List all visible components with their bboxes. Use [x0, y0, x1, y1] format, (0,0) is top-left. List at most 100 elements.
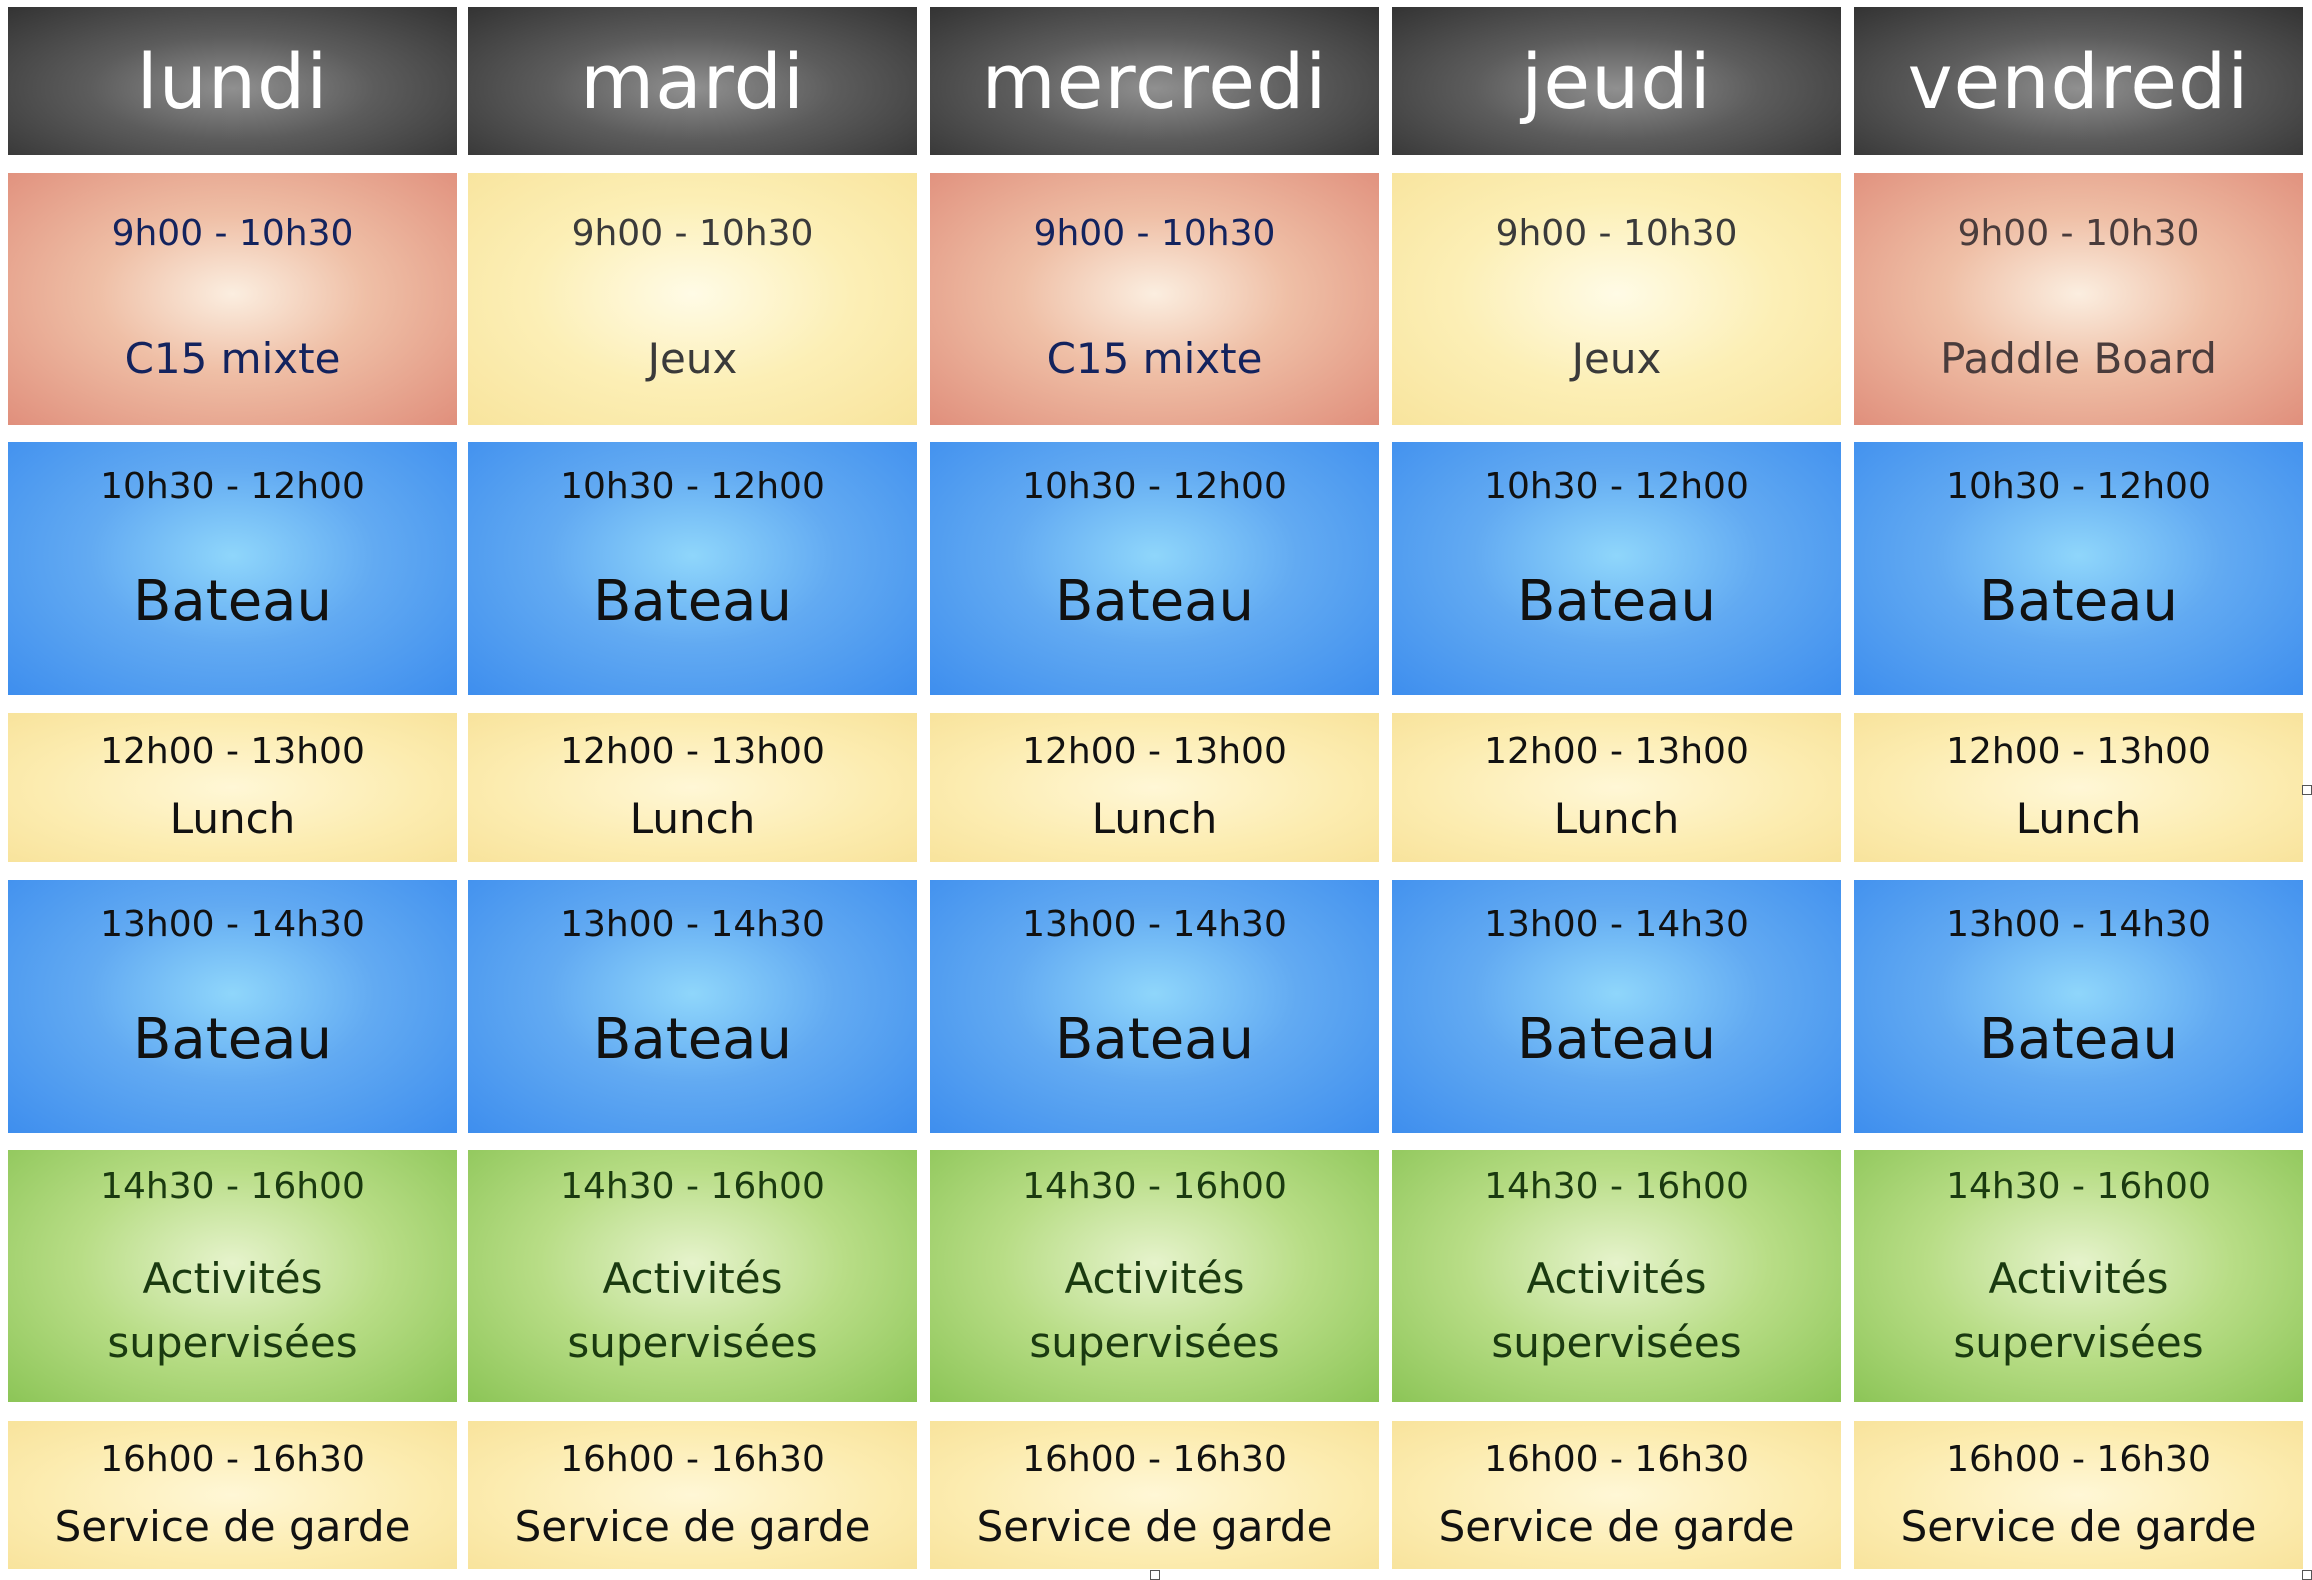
schedule-slot: 16h00 - 16h30 Service de garde: [1854, 1421, 2303, 1569]
slot-activity: Jeux: [647, 334, 738, 383]
schedule-slot: 10h30 - 12h00 Bateau: [1854, 442, 2303, 695]
slot-activity: Bateau: [1055, 569, 1254, 634]
schedule-slot: 16h00 - 16h30 Service de garde: [1392, 1421, 1841, 1569]
slot-time: 9h00 - 10h30: [1033, 213, 1276, 254]
slot-activity-line: supervisées: [567, 1318, 818, 1367]
slot-time: 10h30 - 12h00: [100, 466, 365, 507]
slot-time: 10h30 - 12h00: [1946, 466, 2211, 507]
slot-activity: Bateau: [1517, 1007, 1716, 1072]
resize-handle[interactable]: [2302, 785, 2312, 795]
slot-activity-line: supervisées: [1953, 1318, 2204, 1367]
day-header-mardi: mardi: [468, 7, 917, 155]
slot-activity: Activités supervisées: [1491, 1247, 1741, 1375]
slot-time: 10h30 - 12h00: [560, 466, 825, 507]
schedule-slot: 9h00 - 10h30 C15 mixte: [8, 173, 457, 425]
schedule-slot: 9h00 - 10h30 C15 mixte: [930, 173, 1379, 425]
schedule-slot: 13h00 - 14h30 Bateau: [1854, 880, 2303, 1133]
slot-activity: Service de garde: [1900, 1502, 2257, 1551]
slot-activity: Lunch: [629, 794, 756, 843]
day-header-lundi: lundi: [8, 7, 457, 155]
slot-activity-line: supervisées: [1491, 1318, 1742, 1367]
slot-time: 9h00 - 10h30: [111, 213, 354, 254]
slot-time: 16h00 - 16h30: [1484, 1439, 1749, 1480]
slot-activity: Bateau: [1979, 569, 2178, 634]
slot-activity: Service de garde: [54, 1502, 411, 1551]
resize-handle[interactable]: [1150, 1570, 1160, 1580]
schedule-slot: 9h00 - 10h30 Paddle Board: [1854, 173, 2303, 425]
slot-activity-line: supervisées: [107, 1318, 358, 1367]
slot-time: 13h00 - 14h30: [100, 904, 365, 945]
slot-time: 13h00 - 14h30: [1022, 904, 1287, 945]
slot-time: 9h00 - 10h30: [571, 213, 814, 254]
slot-activity-line: supervisées: [1029, 1318, 1280, 1367]
schedule-slot: 16h00 - 16h30 Service de garde: [8, 1421, 457, 1569]
slot-activity: Bateau: [593, 569, 792, 634]
slot-time: 12h00 - 13h00: [1946, 731, 2211, 772]
slot-time: 9h00 - 10h30: [1495, 213, 1738, 254]
schedule-slot: 16h00 - 16h30 Service de garde: [468, 1421, 917, 1569]
slot-activity: Activités supervisées: [567, 1247, 817, 1375]
slot-activity: Lunch: [1091, 794, 1218, 843]
resize-handle[interactable]: [2302, 1570, 2312, 1580]
day-header-vendredi: vendredi: [1854, 7, 2303, 155]
slot-activity: Service de garde: [976, 1502, 1333, 1551]
schedule-slot: 14h30 - 16h00 Activités supervisées: [468, 1150, 917, 1402]
slot-time: 14h30 - 16h00: [1484, 1166, 1749, 1207]
slot-activity: Bateau: [593, 1007, 792, 1072]
slot-activity-line: Activités: [602, 1254, 783, 1303]
slot-activity: Bateau: [133, 569, 332, 634]
slot-time: 10h30 - 12h00: [1484, 466, 1749, 507]
schedule-slot: 9h00 - 10h30 Jeux: [468, 173, 917, 425]
schedule-slot: 14h30 - 16h00 Activités supervisées: [8, 1150, 457, 1402]
day-header-jeudi: jeudi: [1392, 7, 1841, 155]
slot-activity: Activités supervisées: [1029, 1247, 1279, 1375]
schedule-slot: 13h00 - 14h30 Bateau: [1392, 880, 1841, 1133]
slot-time: 16h00 - 16h30: [1022, 1439, 1287, 1480]
slot-time: 16h00 - 16h30: [560, 1439, 825, 1480]
slot-activity-line: Activités: [1988, 1254, 2169, 1303]
slot-activity: Bateau: [1517, 569, 1716, 634]
slot-time: 12h00 - 13h00: [1022, 731, 1287, 772]
slot-time: 12h00 - 13h00: [1484, 731, 1749, 772]
schedule-slot: 14h30 - 16h00 Activités supervisées: [930, 1150, 1379, 1402]
slot-activity: Activités supervisées: [1953, 1247, 2203, 1375]
slot-time: 12h00 - 13h00: [560, 731, 825, 772]
slot-activity: C15 mixte: [1046, 334, 1263, 383]
slot-time: 13h00 - 14h30: [1484, 904, 1749, 945]
schedule-slot: 12h00 - 13h00 Lunch: [1854, 713, 2303, 862]
slot-activity: Service de garde: [514, 1502, 871, 1551]
schedule-slot: 13h00 - 14h30 Bateau: [930, 880, 1379, 1133]
slot-time: 12h00 - 13h00: [100, 731, 365, 772]
schedule-slot: 13h00 - 14h30 Bateau: [468, 880, 917, 1133]
slot-time: 14h30 - 16h00: [560, 1166, 825, 1207]
slot-activity-line: Activités: [1526, 1254, 1707, 1303]
slot-time: 9h00 - 10h30: [1957, 213, 2200, 254]
slot-time: 14h30 - 16h00: [100, 1166, 365, 1207]
schedule-slot: 14h30 - 16h00 Activités supervisées: [1392, 1150, 1841, 1402]
slot-time: 10h30 - 12h00: [1022, 466, 1287, 507]
day-header-mercredi: mercredi: [930, 7, 1379, 155]
slot-activity: Lunch: [2015, 794, 2142, 843]
slot-activity-line: Activités: [142, 1254, 323, 1303]
slot-activity: Bateau: [1979, 1007, 2178, 1072]
slot-time: 14h30 - 16h00: [1946, 1166, 2211, 1207]
schedule-slot: 14h30 - 16h00 Activités supervisées: [1854, 1150, 2303, 1402]
slot-activity-line: Activités: [1064, 1254, 1245, 1303]
schedule-slot: 12h00 - 13h00 Lunch: [468, 713, 917, 862]
schedule-slot: 10h30 - 12h00 Bateau: [1392, 442, 1841, 695]
schedule-slot: 10h30 - 12h00 Bateau: [8, 442, 457, 695]
slot-time: 14h30 - 16h00: [1022, 1166, 1287, 1207]
schedule-slot: 12h00 - 13h00 Lunch: [8, 713, 457, 862]
slot-activity: Bateau: [133, 1007, 332, 1072]
schedule-slot: 13h00 - 14h30 Bateau: [8, 880, 457, 1133]
slot-activity: Activités supervisées: [107, 1247, 357, 1375]
slot-activity: Bateau: [1055, 1007, 1254, 1072]
schedule-slot: 10h30 - 12h00 Bateau: [468, 442, 917, 695]
schedule-slot: 16h00 - 16h30 Service de garde: [930, 1421, 1379, 1569]
schedule-slot: 10h30 - 12h00 Bateau: [930, 442, 1379, 695]
slot-time: 13h00 - 14h30: [1946, 904, 2211, 945]
slot-activity: Jeux: [1571, 334, 1662, 383]
slot-activity: Lunch: [169, 794, 296, 843]
slot-activity: Service de garde: [1438, 1502, 1795, 1551]
